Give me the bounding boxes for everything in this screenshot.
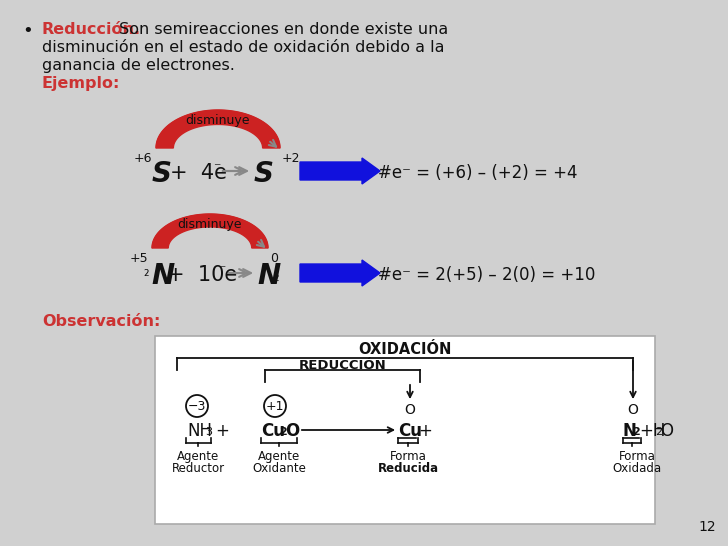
Text: +  4e: + 4e	[170, 163, 227, 183]
Text: •: •	[22, 22, 33, 40]
Text: O: O	[660, 422, 673, 440]
Text: Agente: Agente	[177, 450, 219, 463]
Text: REDUCCIÓN: REDUCCIÓN	[298, 359, 387, 372]
FancyArrow shape	[300, 158, 380, 184]
Text: N: N	[151, 262, 174, 290]
Text: NH: NH	[187, 422, 212, 440]
Text: +  10e: + 10e	[167, 265, 237, 285]
Text: Oxidante: Oxidante	[252, 462, 306, 475]
Text: +1: +1	[266, 400, 284, 412]
Text: Agente: Agente	[258, 450, 300, 463]
Text: S: S	[254, 160, 274, 188]
Text: #e⁻ = (+6) – (+2) = +4: #e⁻ = (+6) – (+2) = +4	[378, 164, 577, 182]
Text: disminuye: disminuye	[186, 114, 250, 127]
Text: 2: 2	[655, 427, 662, 437]
Text: −3: −3	[188, 400, 206, 412]
Text: OXIDACIÓN: OXIDACIÓN	[358, 342, 451, 357]
Text: 0: 0	[270, 252, 278, 265]
Text: ⁻: ⁻	[218, 263, 226, 277]
Text: Ejemplo:: Ejemplo:	[42, 76, 120, 91]
Text: 12: 12	[698, 520, 716, 534]
Text: S: S	[152, 160, 172, 188]
Text: Reducción.: Reducción.	[42, 22, 141, 37]
Text: +: +	[215, 422, 229, 440]
Text: Reducida: Reducida	[377, 462, 438, 475]
FancyBboxPatch shape	[155, 336, 655, 524]
Polygon shape	[156, 110, 280, 148]
Text: +2: +2	[282, 152, 301, 165]
Text: disminuye: disminuye	[178, 218, 242, 231]
Text: N: N	[257, 262, 280, 290]
Text: disminución en el estado de oxidación debido a la: disminución en el estado de oxidación de…	[42, 40, 445, 55]
Text: +5: +5	[130, 252, 148, 265]
Text: +6: +6	[133, 152, 152, 165]
Text: 3: 3	[205, 427, 212, 437]
Text: O: O	[285, 422, 299, 440]
Text: ₂: ₂	[143, 265, 149, 279]
Text: ⁻: ⁻	[213, 161, 221, 175]
Polygon shape	[152, 214, 268, 248]
Text: N: N	[623, 422, 637, 440]
Text: +H: +H	[639, 422, 665, 440]
Text: Reductor: Reductor	[171, 462, 224, 475]
Text: Observación:: Observación:	[42, 314, 160, 329]
Text: +: +	[418, 422, 432, 440]
Text: Forma: Forma	[619, 450, 655, 463]
Text: O: O	[628, 403, 638, 417]
Text: Forma: Forma	[389, 450, 427, 463]
FancyArrow shape	[300, 260, 380, 286]
Text: 2: 2	[632, 427, 640, 437]
Text: Cu: Cu	[261, 422, 285, 440]
Text: ₂: ₂	[273, 270, 279, 284]
Text: Oxidada: Oxidada	[612, 462, 662, 475]
Text: ganancia de electrones.: ganancia de electrones.	[42, 58, 235, 73]
Text: #e⁻ = 2(+5) – 2(0) = +10: #e⁻ = 2(+5) – 2(0) = +10	[378, 266, 596, 284]
Text: Son semireacciones en donde existe una: Son semireacciones en donde existe una	[114, 22, 448, 37]
Text: O: O	[405, 403, 416, 417]
Text: 2: 2	[279, 427, 287, 437]
Text: Cu: Cu	[398, 422, 422, 440]
